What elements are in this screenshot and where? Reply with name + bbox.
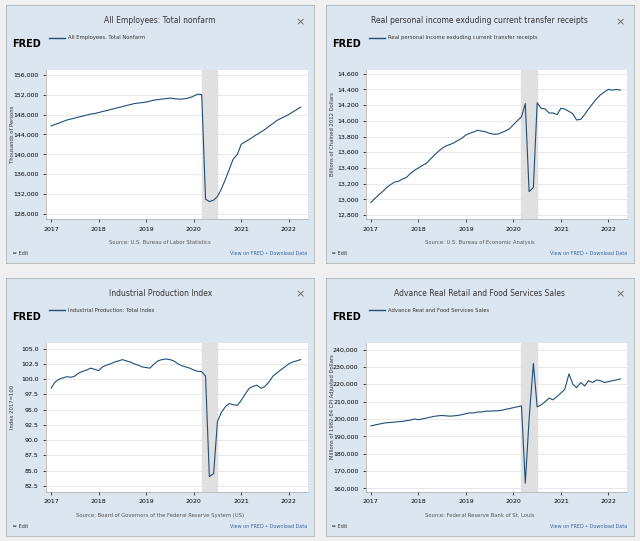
Text: Source: Board of Governors of the Federal Reserve System (US): Source: Board of Governors of the Federa… [76,512,244,518]
Text: All Employees, Total Nonfarm: All Employees, Total Nonfarm [68,35,145,40]
Text: FRED: FRED [13,39,42,49]
Text: Source: Federal Reserve Bank of St. Louis: Source: Federal Reserve Bank of St. Loui… [425,512,534,518]
Text: Advance Real Retail and Food Services Sales: Advance Real Retail and Food Services Sa… [394,288,565,298]
Text: ×: × [295,17,305,27]
Text: View on FRED • Download Data: View on FRED • Download Data [550,524,627,529]
Text: Millions of 1982-84 CPI Adjusted Dollars: Millions of 1982-84 CPI Adjusted Dollars [330,354,335,459]
Bar [202,70,218,219]
Text: Source: U.S. Bureau of Economic Analysis: Source: U.S. Bureau of Economic Analysis [425,240,535,245]
Text: ✏ Edit: ✏ Edit [332,524,348,529]
Text: Industrial Production: Total Index: Industrial Production: Total Index [68,308,154,313]
Text: All Employees: Total nonfarm: All Employees: Total nonfarm [104,16,216,25]
Text: View on FRED • Download Data: View on FRED • Download Data [230,251,308,256]
Bar [522,342,537,492]
Text: View on FRED • Download Data: View on FRED • Download Data [550,251,627,256]
Text: ✏ Edit: ✏ Edit [13,524,28,529]
Bar [522,70,537,219]
Text: FRED: FRED [13,312,42,322]
Text: Thousands of Persons: Thousands of Persons [10,105,15,163]
Text: ×: × [295,290,305,300]
Text: Real personal income exduding current transfer receipts: Real personal income exduding current tr… [371,16,588,25]
Text: FRED: FRED [332,39,361,49]
Text: ×: × [615,17,625,27]
Text: FRED: FRED [332,312,361,322]
Text: ✏ Edit: ✏ Edit [13,251,28,256]
Text: Billions of Chained 2012 Dollars: Billions of Chained 2012 Dollars [330,92,335,176]
Text: Advance Real and Food Services Sales: Advance Real and Food Services Sales [388,308,489,313]
Text: Industrial Production Index: Industrial Production Index [109,288,212,298]
Text: ✏ Edit: ✏ Edit [332,251,348,256]
Text: Index 2017=100: Index 2017=100 [10,385,15,429]
Text: Real personal income exduding current transfer receipts: Real personal income exduding current tr… [388,35,537,40]
Text: View on FRED • Download Data: View on FRED • Download Data [230,524,308,529]
Bar [202,342,218,492]
Text: ×: × [615,290,625,300]
Text: Source: U.S. Bureau of Labor Statistics: Source: U.S. Bureau of Labor Statistics [109,240,211,245]
